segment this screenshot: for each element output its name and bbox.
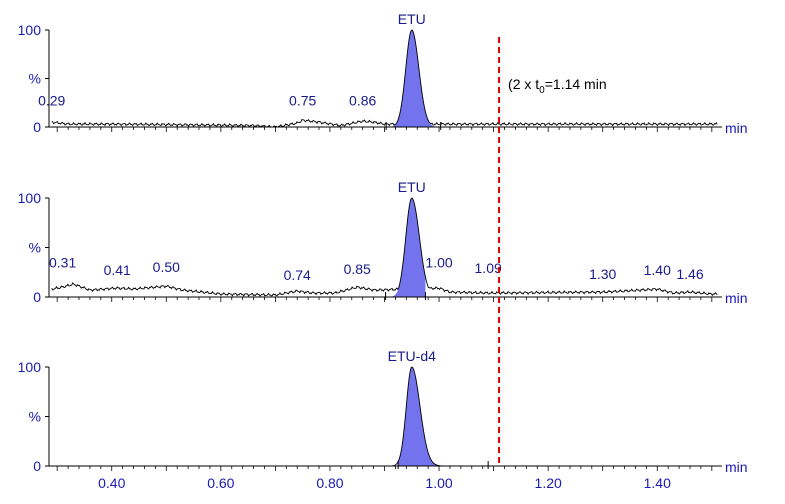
y-label-100: 100 bbox=[18, 190, 42, 206]
x-tick-label: 1.40 bbox=[644, 475, 671, 491]
panel-title-2: ETU bbox=[398, 179, 426, 195]
peak-label: 0.74 bbox=[284, 267, 311, 283]
signal-trace-2 bbox=[51, 197, 718, 297]
peak-label: 1.09 bbox=[475, 260, 502, 276]
peak-label: 0.31 bbox=[49, 254, 76, 270]
peak-label: 1.46 bbox=[676, 266, 703, 282]
peak-label: 0.50 bbox=[153, 259, 180, 275]
x-tick-label: 0.60 bbox=[207, 475, 234, 491]
x-tick-label: 1.20 bbox=[535, 475, 562, 491]
y-label-percent: % bbox=[29, 240, 41, 256]
peak-label: 1.00 bbox=[425, 254, 452, 270]
peak-label: 0.41 bbox=[104, 262, 131, 278]
x-unit-label: min bbox=[725, 120, 748, 136]
peak-area-3 bbox=[398, 367, 489, 466]
x-tick-label: 0.40 bbox=[98, 475, 125, 491]
peak-label: 0.85 bbox=[344, 261, 371, 277]
x-unit-label: min bbox=[725, 290, 748, 306]
peak-label: 1.40 bbox=[644, 262, 671, 278]
y-label-0: 0 bbox=[33, 119, 41, 135]
panel-title-3: ETU-d4 bbox=[388, 348, 436, 364]
y-label-100: 100 bbox=[18, 359, 42, 375]
y-label-0: 0 bbox=[33, 289, 41, 305]
peak-area-2 bbox=[385, 198, 426, 297]
y-label-percent: % bbox=[29, 71, 41, 87]
x-tick-label: 1.00 bbox=[425, 475, 452, 491]
peak-label: 0.75 bbox=[289, 93, 316, 109]
y-label-100: 100 bbox=[18, 22, 42, 38]
x-tick-label: 0.80 bbox=[316, 475, 343, 491]
signal-trace-1 bbox=[51, 29, 718, 128]
peak-label: 0.29 bbox=[38, 93, 65, 109]
x-unit-label: min bbox=[725, 459, 748, 475]
panel-title-1: ETU bbox=[398, 11, 426, 27]
dead-time-annotation: (2 x t0=1.14 min bbox=[508, 76, 607, 96]
peak-area-1 bbox=[386, 30, 441, 127]
peak-label: 1.30 bbox=[589, 266, 616, 282]
y-label-0: 0 bbox=[33, 458, 41, 474]
peak-label: 0.86 bbox=[349, 93, 376, 109]
y-label-percent: % bbox=[29, 409, 41, 425]
signal-trace-3 bbox=[51, 366, 718, 467]
